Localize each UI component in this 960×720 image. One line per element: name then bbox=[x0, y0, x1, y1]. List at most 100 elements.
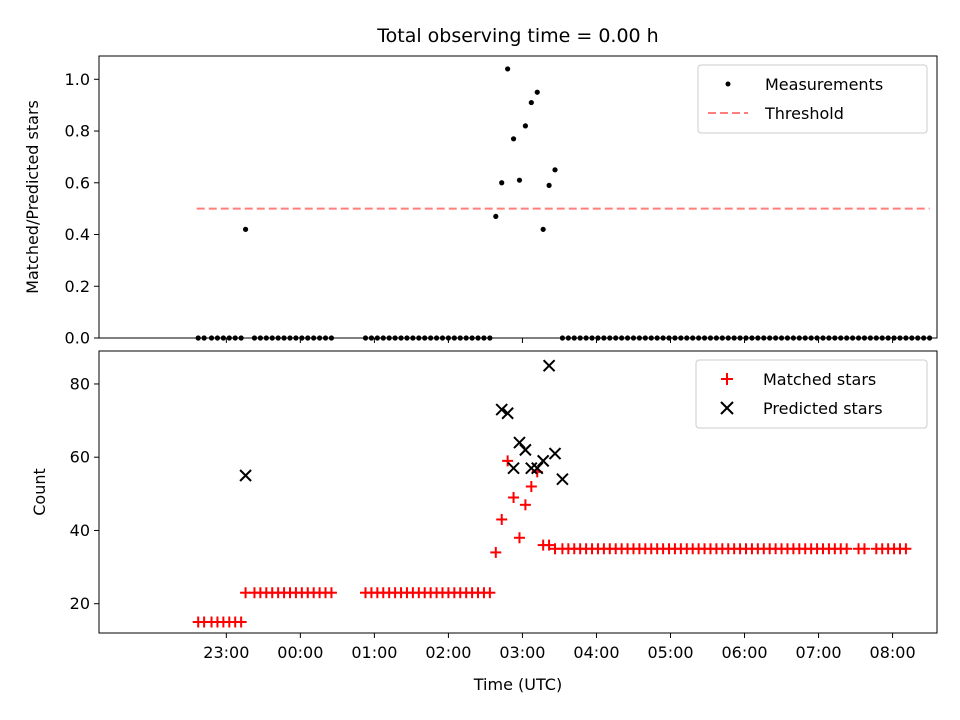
measurement-point bbox=[232, 335, 238, 341]
measurement-point bbox=[386, 335, 392, 341]
top-plot-marks bbox=[195, 66, 933, 341]
matched-star-point bbox=[519, 499, 531, 511]
y-tick-label: 0.0 bbox=[65, 329, 90, 348]
top-legend: Measurements Threshold bbox=[697, 64, 928, 134]
measurement-point bbox=[416, 335, 422, 341]
measurement-point bbox=[648, 335, 654, 341]
measurement-point bbox=[293, 335, 299, 341]
measurement-point bbox=[850, 335, 856, 341]
predicted-star-point bbox=[536, 454, 550, 468]
matched-star-point bbox=[841, 543, 853, 555]
measurement-point bbox=[362, 335, 369, 341]
measurement-point bbox=[613, 335, 619, 341]
y-tick-label: 80 bbox=[70, 374, 90, 393]
measurement-point bbox=[826, 335, 832, 341]
legend-threshold-label: Threshold bbox=[764, 104, 844, 123]
measurement-point bbox=[678, 335, 684, 341]
measurement-point bbox=[897, 335, 903, 341]
measurement-point bbox=[481, 335, 487, 341]
measurement-point bbox=[487, 335, 493, 341]
measurement-point bbox=[422, 335, 428, 341]
measurement-point bbox=[903, 335, 909, 341]
measurement-point bbox=[690, 335, 696, 341]
measurement-point bbox=[410, 335, 416, 341]
x-tick-label: 02:00 bbox=[425, 643, 471, 662]
measurement-point bbox=[540, 226, 546, 232]
x-tick-label: 07:00 bbox=[796, 643, 842, 662]
predicted-star-point bbox=[495, 403, 508, 416]
measurement-point bbox=[743, 335, 749, 341]
measurement-point bbox=[731, 335, 737, 341]
measurement-point bbox=[257, 335, 263, 341]
measurement-point bbox=[534, 89, 540, 95]
measurement-point bbox=[672, 335, 678, 341]
measurement-point bbox=[867, 335, 873, 341]
y-tick-label: 60 bbox=[70, 448, 90, 467]
measurement-point bbox=[684, 335, 690, 341]
matched-star-point bbox=[325, 587, 337, 599]
measurement-point bbox=[885, 335, 891, 341]
measurement-point bbox=[601, 335, 607, 341]
bottom-legend: Matched stars Predicted stars bbox=[695, 359, 928, 429]
measurement-point bbox=[767, 335, 773, 341]
measurement-point bbox=[463, 335, 469, 341]
measurement-point bbox=[195, 335, 201, 341]
measurement-point bbox=[778, 335, 785, 341]
measurement-point bbox=[242, 226, 249, 232]
measurement-point bbox=[428, 335, 434, 341]
measurement-point bbox=[559, 335, 566, 341]
matched-star-point bbox=[543, 539, 555, 551]
legend-measurements-label: Measurements bbox=[765, 75, 883, 94]
measurement-point bbox=[368, 335, 375, 341]
measurement-point bbox=[565, 335, 571, 341]
measurement-point bbox=[619, 335, 625, 341]
measurement-point bbox=[469, 335, 475, 341]
y-tick-label: 0.8 bbox=[65, 122, 90, 141]
measurement-point bbox=[696, 335, 702, 341]
predicted-star-point bbox=[501, 407, 514, 420]
measurement-point bbox=[749, 335, 755, 341]
measurement-point bbox=[790, 335, 796, 341]
y-tick-label: 1.0 bbox=[65, 70, 90, 89]
measurement-point bbox=[642, 335, 648, 341]
x-axis-label: Time (UTC) bbox=[473, 675, 562, 694]
measurement-point bbox=[761, 335, 767, 341]
measurement-point bbox=[784, 335, 791, 341]
measurement-point bbox=[433, 335, 440, 341]
matched-star-point bbox=[502, 455, 514, 467]
legend-predicted-label: Predicted stars bbox=[763, 399, 883, 418]
measurement-point bbox=[328, 335, 335, 341]
measurement-point bbox=[392, 335, 398, 341]
measurement-point bbox=[380, 335, 386, 341]
measurement-point bbox=[583, 335, 589, 341]
measurement-point bbox=[915, 335, 921, 341]
matched-star-point bbox=[235, 616, 247, 628]
matched-star-point bbox=[490, 546, 502, 558]
measurement-point bbox=[713, 335, 719, 341]
measurement-point bbox=[451, 335, 457, 341]
x-tick-label: 23:00 bbox=[203, 643, 249, 662]
measurement-point bbox=[281, 335, 287, 341]
bottom-panel-frame bbox=[98, 350, 938, 634]
measurement-point bbox=[855, 335, 862, 341]
measurement-point bbox=[505, 66, 511, 72]
measurement-point bbox=[214, 335, 221, 341]
measurement-point bbox=[546, 182, 552, 188]
predicted-star-point bbox=[556, 472, 569, 486]
measurement-point bbox=[510, 136, 517, 142]
predicted-star-point bbox=[519, 443, 532, 457]
measurement-point bbox=[808, 335, 814, 341]
measurement-point bbox=[269, 335, 275, 341]
measurement-point bbox=[624, 335, 631, 341]
measurement-point bbox=[287, 335, 293, 341]
measurement-point bbox=[796, 335, 802, 341]
matched-star-point bbox=[513, 532, 525, 544]
y-tick-label: 0.2 bbox=[65, 277, 90, 296]
measurement-point bbox=[802, 335, 808, 341]
measurement-point bbox=[522, 123, 529, 129]
bottom-plot-marks bbox=[192, 359, 912, 628]
measurement-point bbox=[226, 335, 232, 341]
measurement-point bbox=[707, 335, 714, 341]
matched-star-point bbox=[858, 543, 870, 555]
y-tick-label: 0.6 bbox=[65, 173, 90, 192]
